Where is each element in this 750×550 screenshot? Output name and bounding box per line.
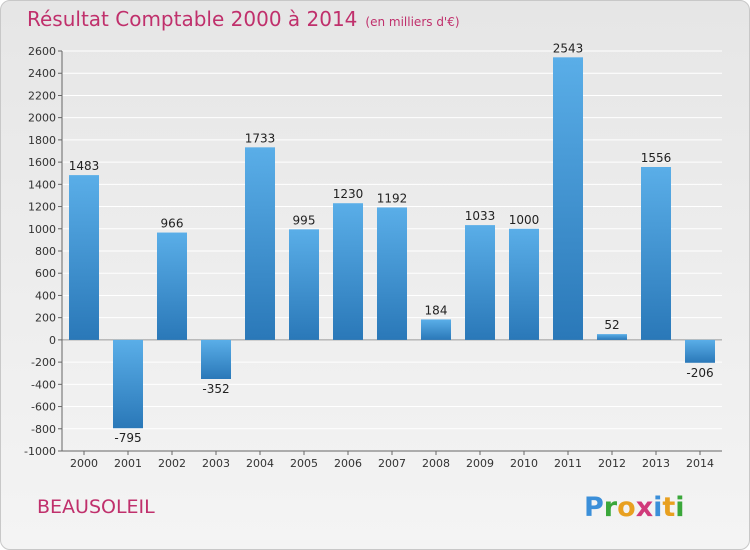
data-label-2011: 2543: [553, 41, 584, 55]
y-tick-label: 2400: [28, 67, 56, 80]
chart-title-main: Résultat Comptable 2000 à 2014: [27, 7, 358, 31]
data-label-2014: -206: [686, 366, 713, 380]
data-label-2002: 966: [161, 217, 184, 231]
data-label-2001: -795: [114, 431, 141, 445]
x-tick-label: 2006: [334, 457, 362, 470]
data-labels: 1483 -795 966 -352 1733 995 1230 1192 184 1033 100…: [69, 41, 714, 445]
data-label-2000: 1483: [69, 159, 100, 173]
y-tick-label: -200: [31, 356, 56, 369]
x-tick-label: 2009: [466, 457, 494, 470]
y-tick-label: 1400: [28, 178, 56, 191]
x-axis: 2000 2001 2002 2003 2004 2005 2006 2007 2008 2009…: [62, 450, 722, 470]
bar-2014: [685, 339, 715, 363]
bar-2008: [421, 319, 451, 340]
y-tick-label: 2600: [28, 45, 56, 58]
y-tick-label: 1000: [28, 223, 56, 236]
x-tick-label: 2003: [202, 457, 230, 470]
bar-2001: [113, 339, 143, 429]
data-label-2006: 1230: [333, 187, 364, 201]
y-tick-label: 2000: [28, 112, 56, 125]
y-tick-label: 400: [35, 289, 56, 302]
y-tick-label: -400: [31, 378, 56, 391]
data-label-2010: 1000: [509, 213, 540, 227]
x-tick-label: 2010: [510, 457, 538, 470]
svg-text:Proxiti: Proxiti: [584, 492, 685, 523]
x-tick-label: 2014: [686, 457, 714, 470]
chart-title: Résultat Comptable 2000 à 2014 (en millie…: [27, 7, 460, 31]
y-tick-label: 1600: [28, 156, 56, 169]
bar-2005: [289, 229, 319, 340]
x-tick-label: 2011: [554, 457, 582, 470]
data-label-2013: 1556: [641, 151, 672, 165]
y-tick-label: 600: [35, 267, 56, 280]
data-label-2004: 1733: [245, 131, 276, 145]
bar-2009: [465, 225, 495, 340]
proxiti-logo: Proxiti: [584, 492, 685, 523]
bar-2013: [641, 167, 671, 340]
data-label-2005: 995: [293, 213, 316, 227]
bars: [69, 57, 715, 429]
y-tick-label: 1200: [28, 201, 56, 214]
bar-2011: [553, 57, 583, 340]
y-tick-label: -1000: [24, 445, 56, 458]
y-axis: -1000 -800 -600 -400 -200 0 200 400 600 800 1000 12…: [24, 45, 63, 458]
y-tick-label: -800: [31, 423, 56, 436]
data-label-2007: 1192: [377, 191, 408, 205]
y-tick-label: 200: [35, 312, 56, 325]
data-label-2003: -352: [202, 382, 229, 396]
bar-2007: [377, 207, 407, 340]
x-tick-label: 2000: [70, 457, 98, 470]
x-tick-label: 2001: [114, 457, 142, 470]
x-tick-label: 2007: [378, 457, 406, 470]
commune-name: BEAUSOLEIL: [37, 496, 155, 518]
x-tick-label: 2004: [246, 457, 274, 470]
x-tick-label: 2013: [642, 457, 670, 470]
bar-2012: [597, 334, 627, 340]
y-tick-label: 1800: [28, 134, 56, 147]
x-tick-label: 2005: [290, 457, 318, 470]
y-tick-label: 2200: [28, 89, 56, 102]
x-tick-label: 2008: [422, 457, 450, 470]
bar-2000: [69, 175, 99, 340]
data-label-2012: 52: [604, 318, 619, 332]
data-label-2008: 184: [425, 303, 448, 317]
bar-2002: [157, 232, 187, 340]
x-tick-label: 2002: [158, 457, 186, 470]
bar-2004: [245, 147, 275, 340]
data-label-2009: 1033: [465, 209, 496, 223]
bar-2003: [201, 339, 231, 379]
chart-title-unit: (en milliers d'€): [365, 15, 460, 29]
bar-2006: [333, 203, 363, 340]
y-tick-label: -600: [31, 401, 56, 414]
bar-2010: [509, 228, 539, 340]
x-tick-label: 2012: [598, 457, 626, 470]
y-tick-label: 800: [35, 245, 56, 258]
y-tick-label: 0: [49, 334, 56, 347]
